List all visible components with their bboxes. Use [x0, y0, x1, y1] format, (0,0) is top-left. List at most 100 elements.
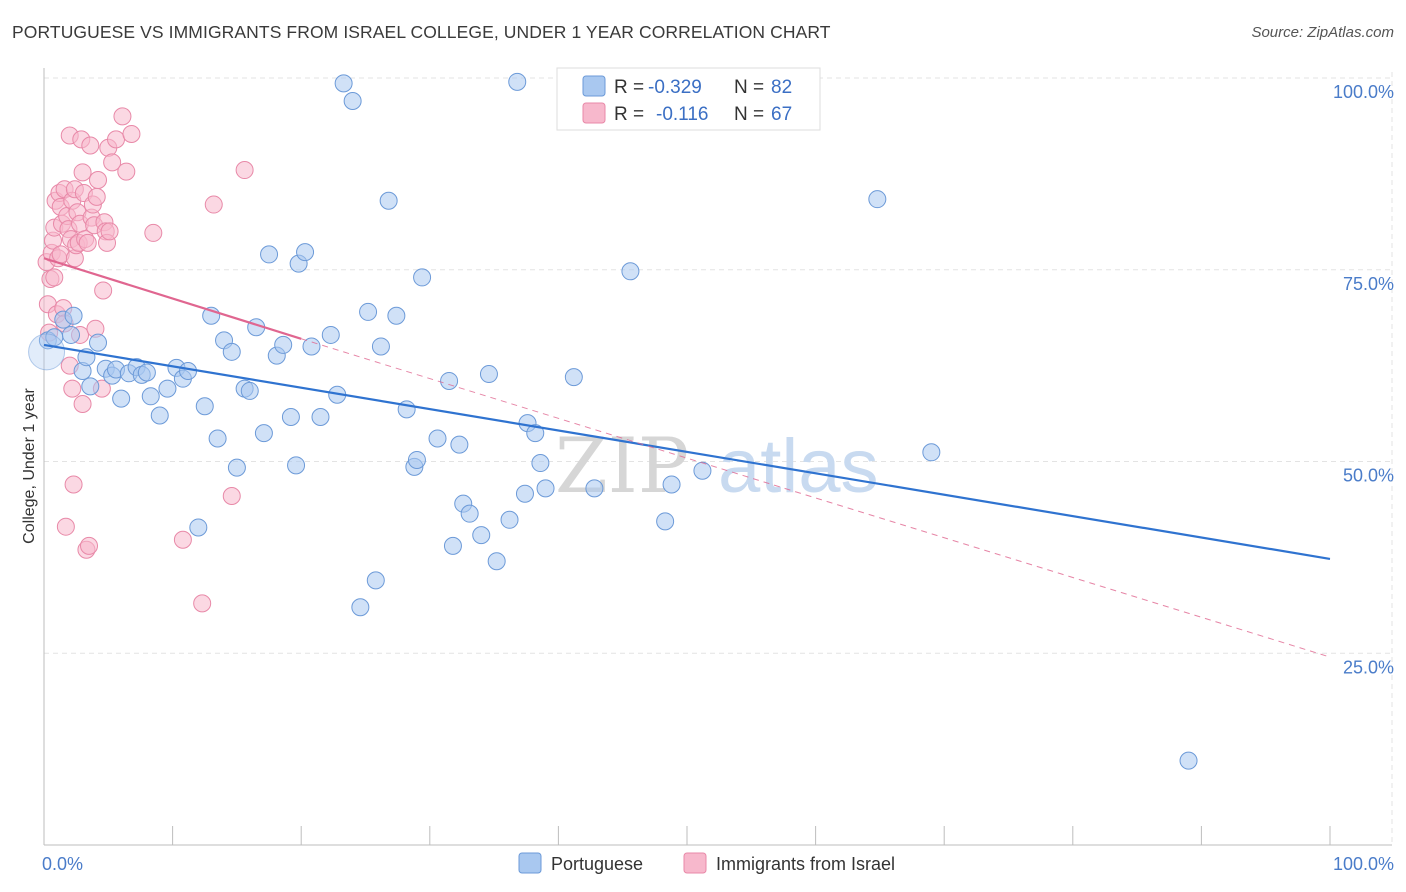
portuguese-point [141, 387, 160, 406]
portuguese-point [311, 408, 330, 427]
y-axis-label: College, Under 1 year [21, 388, 38, 544]
israel-trend-line [43, 257, 302, 340]
legend-n-value-1: 82 [771, 77, 792, 98]
israel-point [81, 136, 100, 155]
legend-r-value-1: -0.329 [648, 77, 702, 98]
legend-n-label-2: N = [734, 104, 764, 125]
grid-lines [44, 72, 1393, 845]
israel-point [45, 268, 64, 287]
portuguese-point [585, 479, 604, 498]
bottom-legend-swatch-portuguese [518, 852, 542, 874]
israel-point [103, 153, 122, 172]
portuguese-point [662, 475, 681, 494]
axes [43, 68, 1392, 846]
israel-point [89, 171, 108, 190]
portuguese-point [81, 377, 100, 396]
portuguese-point [158, 379, 177, 398]
portuguese-point [222, 342, 241, 361]
portuguese-point [281, 408, 300, 427]
israel-point [144, 223, 163, 242]
portuguese-point [351, 598, 370, 617]
legend-n-value-2: 67 [771, 104, 792, 125]
portuguese-point [321, 325, 340, 344]
israel-point [204, 195, 223, 214]
portuguese-point [302, 337, 321, 356]
bottom-legend-label-portuguese: Portuguese [551, 854, 643, 874]
portuguese-point [526, 424, 545, 443]
portuguese-point [208, 429, 227, 448]
y-tick-label: 75.0% [1343, 274, 1394, 294]
israel-point [63, 379, 82, 398]
x-tick-label-end: 100.0% [1333, 854, 1394, 874]
israel-point [222, 487, 241, 506]
portuguese-point [296, 243, 315, 262]
israel-point [173, 530, 192, 549]
portuguese-cluster-point [28, 333, 66, 371]
portuguese-point [260, 245, 279, 264]
portuguese-point [387, 306, 406, 325]
x-tick-label-start: 0.0% [42, 854, 83, 874]
portuguese-point [440, 371, 459, 390]
portuguese-point [515, 484, 534, 503]
israel-point [107, 130, 126, 149]
legend-r-label-1: R = [614, 77, 644, 98]
portuguese-point [189, 518, 208, 537]
portuguese-point [64, 306, 83, 325]
legend-swatch-portuguese [582, 75, 606, 97]
portuguese-point [487, 552, 506, 571]
israel-point [56, 517, 75, 536]
israel-point [87, 187, 106, 206]
portuguese-point [379, 191, 398, 210]
source-label: Source: ZipAtlas.com [1251, 24, 1394, 41]
israel-point [193, 594, 212, 613]
legend-n-label-1: N = [734, 77, 764, 98]
portuguese-point [371, 337, 390, 356]
portuguese-point [531, 454, 550, 473]
israel-point [235, 161, 254, 180]
israel-trend-extension [301, 338, 1331, 658]
portuguese-trend-line [43, 343, 1331, 560]
israel-point [117, 162, 136, 181]
correlation-legend: R = -0.329 N = 82 R = -0.116 N = 67 [556, 67, 821, 131]
portuguese-point [366, 571, 385, 590]
portuguese-point [693, 461, 712, 480]
portuguese-point [443, 536, 462, 555]
portuguese-point [274, 335, 293, 354]
portuguese-point [564, 368, 583, 387]
israel-point [113, 107, 132, 126]
israel-point [94, 281, 113, 300]
portuguese-point [62, 325, 81, 344]
portuguese-point [89, 333, 108, 352]
portuguese-point [287, 456, 306, 475]
portuguese-point [500, 510, 519, 529]
y-tick-label: 100.0% [1333, 82, 1394, 102]
portuguese-point [460, 504, 479, 523]
portuguese-point [479, 365, 498, 384]
portuguese-point [150, 406, 169, 425]
series-israel-points [37, 107, 254, 613]
portuguese-point [450, 435, 469, 454]
israel-point [100, 222, 119, 241]
portuguese-point [621, 262, 640, 281]
legend-swatch-israel [582, 102, 606, 124]
watermark-atlas: atlas [718, 424, 879, 509]
portuguese-point [334, 74, 353, 93]
legend-r-value-2: -0.116 [656, 104, 708, 125]
portuguese-point [240, 381, 259, 400]
portuguese-point [195, 397, 214, 416]
series-portuguese-points [28, 72, 1198, 770]
israel-point [73, 394, 92, 413]
y-tick-label: 25.0% [1343, 657, 1394, 677]
portuguese-point [137, 363, 156, 382]
y-tick-labels: 25.0% 50.0% 75.0% 100.0% [1333, 82, 1394, 677]
portuguese-point [472, 526, 491, 545]
portuguese-point [343, 92, 362, 111]
portuguese-point [536, 479, 555, 498]
portuguese-point [922, 443, 941, 462]
y-tick-label: 50.0% [1343, 466, 1394, 486]
portuguese-point [254, 424, 273, 443]
israel-point [73, 163, 92, 182]
portuguese-point [112, 389, 131, 408]
portuguese-point [407, 450, 426, 469]
legend-r-label-2: R = [614, 104, 644, 125]
